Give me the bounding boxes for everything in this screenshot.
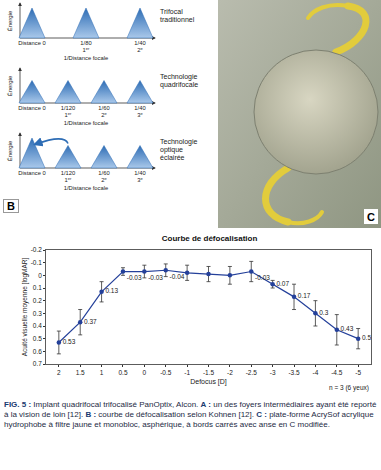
svg-text:0.4: 0.4 — [33, 322, 42, 329]
svg-text:1: 1 — [100, 369, 104, 376]
svg-text:C: C — [367, 211, 375, 223]
svg-text:Énergie: Énergie — [7, 75, 13, 96]
svg-text:quadrifocale: quadrifocale — [160, 81, 198, 89]
svg-text:0: 0 — [38, 272, 42, 279]
svg-text:0.6: 0.6 — [33, 348, 42, 355]
svg-text:-1.5: -1.5 — [203, 369, 215, 376]
svg-text:traditionnel: traditionnel — [160, 16, 195, 23]
svg-text:Énergie: Énergie — [7, 10, 13, 31]
svg-text:1er: 1er — [65, 176, 72, 183]
svg-text:Trifocal: Trifocal — [160, 8, 183, 15]
svg-text:-1: -1 — [184, 369, 190, 376]
svg-text:0.13: 0.13 — [105, 287, 118, 294]
svg-text:1/Distance focale: 1/Distance focale — [64, 120, 108, 126]
svg-text:n = 3 (6 yeux): n = 3 (6 yeux) — [329, 384, 369, 392]
svg-text:1er: 1er — [83, 46, 90, 53]
svg-text:3e: 3e — [137, 176, 143, 183]
svg-text:0.5: 0.5 — [118, 369, 127, 376]
svg-text:Distance 0: Distance 0 — [18, 105, 45, 111]
svg-text:Énergie: Énergie — [7, 140, 13, 161]
svg-text:-5: -5 — [355, 369, 361, 376]
svg-text:3e: 3e — [137, 111, 143, 118]
svg-text:1/Distance focale: 1/Distance focale — [64, 185, 108, 191]
svg-text:1/60: 1/60 — [98, 105, 110, 111]
svg-text:-0.5: -0.5 — [160, 369, 172, 376]
svg-text:0.2: 0.2 — [33, 297, 42, 304]
svg-text:-2.5: -2.5 — [246, 369, 258, 376]
svg-text:1/40: 1/40 — [134, 105, 146, 111]
svg-text:0.5: 0.5 — [362, 334, 371, 341]
svg-text:1/120: 1/120 — [60, 105, 76, 111]
svg-text:0.17: 0.17 — [298, 292, 311, 299]
svg-text:0.5: 0.5 — [33, 335, 42, 342]
svg-text:0.53: 0.53 — [63, 338, 76, 345]
svg-text:-4: -4 — [313, 369, 319, 376]
svg-text:0.7: 0.7 — [33, 360, 42, 367]
svg-text:-0.03: -0.03 — [255, 274, 270, 281]
svg-text:-0.04: -0.04 — [170, 273, 185, 280]
svg-text:-0.03: -0.03 — [148, 274, 163, 281]
svg-text:-0.2: -0.2 — [31, 246, 43, 253]
svg-text:1/60: 1/60 — [98, 170, 110, 176]
svg-text:0.07: 0.07 — [276, 280, 289, 287]
svg-text:-2: -2 — [227, 369, 233, 376]
svg-text:1er: 1er — [65, 111, 72, 118]
svg-text:-0.1: -0.1 — [31, 259, 43, 266]
svg-text:1/Distance focale: 1/Distance focale — [64, 55, 108, 61]
svg-text:2e: 2e — [101, 111, 107, 118]
svg-text:0.3: 0.3 — [319, 309, 328, 316]
svg-text:1/120: 1/120 — [60, 170, 76, 176]
svg-text:optique: optique — [160, 146, 183, 154]
html-text:FIG. 5 : Implant quadrifocal t: FIG. 5 : Implant quadrifocal trifocalisé… — [4, 400, 377, 429]
svg-text:0.3: 0.3 — [33, 310, 42, 317]
svg-text:1/80: 1/80 — [80, 40, 92, 46]
svg-text:Distance 0: Distance 0 — [18, 170, 45, 176]
svg-text:1.5: 1.5 — [76, 369, 85, 376]
html-text:B: B — [7, 200, 15, 212]
svg-text:éclairée: éclairée — [160, 154, 185, 161]
svg-text:2e: 2e — [137, 46, 143, 53]
svg-text:Defocus [D]: Defocus [D] — [190, 378, 227, 386]
svg-text:0: 0 — [143, 369, 147, 376]
svg-text:-0.03: -0.03 — [127, 274, 142, 281]
svg-text:2e: 2e — [101, 176, 107, 183]
svg-text:0.1: 0.1 — [33, 284, 42, 291]
svg-text:Technologie: Technologie — [160, 73, 197, 81]
svg-text:Distance 0: Distance 0 — [18, 40, 45, 46]
svg-text:-3: -3 — [270, 369, 276, 376]
svg-text:Courbe de défocalisation: Courbe de défocalisation — [162, 234, 258, 243]
svg-text:1/40: 1/40 — [134, 170, 146, 176]
svg-text:1/40: 1/40 — [134, 40, 146, 46]
svg-text:-3.5: -3.5 — [288, 369, 300, 376]
svg-text:Technologie: Technologie — [160, 138, 197, 146]
svg-text:-4.5: -4.5 — [331, 369, 343, 376]
svg-text:0.37: 0.37 — [84, 318, 97, 325]
svg-text:2: 2 — [57, 369, 61, 376]
svg-text:Acuité visuelle moyenne [logMA: Acuité visuelle moyenne [logMAR] — [21, 257, 29, 356]
svg-text:0.43: 0.43 — [341, 325, 354, 332]
